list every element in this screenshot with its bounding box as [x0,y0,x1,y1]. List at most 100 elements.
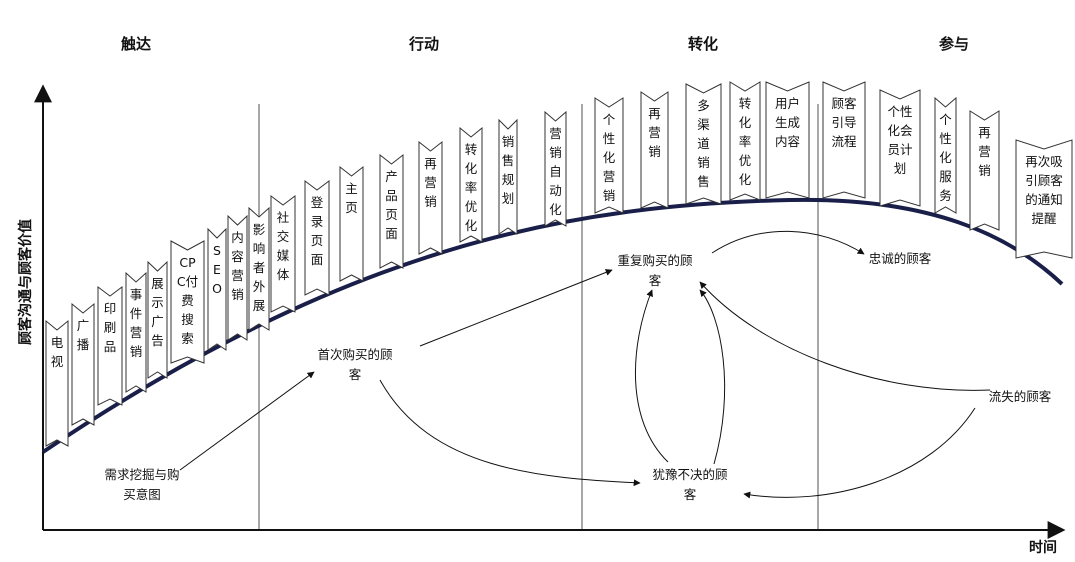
tactic-label: 个性化会员计划 [887,104,913,176]
flow-arrow-repeat-to-loyal [711,230,865,255]
tactic-label: 社交媒体 [277,210,290,282]
stage-label-reach: 触达 [121,35,151,53]
tactic-flag-shape [1015,139,1073,259]
tactic-flag-shape [498,118,518,235]
customer-state-first: 首次购买的顾客 [317,347,392,382]
tactic-flag-shape [125,271,147,393]
tactic-flag: 印刷品 [97,286,123,406]
tactic-flag-shape [729,81,761,201]
tactic-flag-shape [879,89,921,207]
tactic-label: 个性化服务 [939,112,952,203]
tactic-label: 展示广告 [151,276,164,348]
customer-state-hesitant: 犹豫不决的顾客 [652,467,727,502]
tactic-flag-shape [594,97,624,214]
tactic-flag: 广播 [71,302,95,426]
tactic-flag-shape [227,214,248,341]
tactic-label: 电视 [51,335,64,369]
tactic-flag-shape [147,260,168,379]
flow-arrow-hesitant-to-repeat-outer [699,289,726,465]
tactic-flag-shape [459,126,483,243]
customer-state-repeat: 重复购买的顾客 [617,253,692,288]
tactic-label: 顾客引导流程 [831,96,857,149]
tactic-label: 用户生成内容 [775,96,800,149]
tactic-flag-shape [822,81,866,199]
y-axis-label: 顾客沟通与顾客价值 [17,219,34,345]
tactic-flag: 产品页面 [379,153,404,269]
stage-label-engage: 参与 [939,35,969,53]
tactic-flag: 再营销 [969,110,1000,231]
tactic-flag-shape [339,165,364,282]
tactic-flag: 营销自动化 [544,110,567,227]
tactic-flag-shape [640,91,669,209]
tactic-label: 多渠道销售 [697,98,710,189]
tactic-label: 主页 [345,181,358,215]
customer-flow-arrows [179,230,991,499]
tactic-label: 事件营销 [130,287,143,359]
stage-label-convert: 转化 [688,35,718,53]
tactic-flag: 再营销 [640,91,669,209]
tactic-label: 再次吸引顾客的通知提醒 [1025,154,1063,226]
tactic-flag: 事件营销 [125,271,147,393]
stage-label-act: 行动 [408,35,439,53]
tactic-label: 再营销 [978,125,991,178]
tactic-flag: 个性化会员计划 [879,89,921,207]
tactic-flag-shape [418,140,443,255]
tactic-flag: 用户生成内容 [765,81,810,199]
customer-state-lost: 流失的顾客 [989,389,1052,404]
tactic-flag: 登录页面 [304,180,330,296]
flow-arrow-intent-to-first [179,371,315,471]
tactic-flag-shape [170,240,205,364]
tactic-flag-shape [207,227,227,351]
customer-state-loyal: 忠诚的顾客 [869,251,932,266]
tactic-flag: 转化率优化 [729,81,761,201]
tactic-flag: 个性化服务 [934,96,957,214]
tactic-flag-shape [969,110,1000,231]
tactic-label: 再营销 [648,106,661,159]
tactic-flag-shape [270,195,296,313]
tactic-flag: 内容营销 [227,214,248,341]
tactic-flag-shape [248,206,270,331]
tactic-flag-shape [544,110,567,227]
tactic-flag-shape [97,286,123,406]
tactic-flag: 社交媒体 [270,195,296,313]
flow-arrow-first-to-hesitant [379,379,641,487]
flow-arrow-first-to-repeat [419,269,613,347]
tactic-flag: 主页 [339,165,364,282]
tactic-label: 影响者外展 [253,222,266,313]
tactic-label: 内容营销 [231,230,244,302]
tactic-label: 再营销 [424,156,437,209]
tactic-flag: 销售规划 [498,118,518,235]
tactic-flag-shape [71,302,95,426]
tactic-label: CP C付费搜索 [177,255,198,346]
customer-state-intent: 需求挖掘与购买意图 [104,467,179,502]
tactic-flag: 电视 [45,319,69,447]
tactic-label: 产品页面 [385,169,398,241]
tactic-label: 登录页面 [311,195,324,267]
tactic-flag: 顾客引导流程 [822,81,866,199]
tactic-flag-shape [685,83,722,205]
tactic-flag-shape [765,81,810,199]
tactic-label: 转化率优化 [465,142,478,233]
tactic-flag: 转化率优化 [459,126,483,243]
tactic-flag: CP C付费搜索 [170,240,205,364]
tactic-flag-shape [45,319,69,447]
x-axis-label: 时间 [1029,539,1057,556]
tactic-flag: 多渠道销售 [685,83,722,205]
tactic-label: 销售规划 [502,134,515,206]
tactic-label: 个性化营销 [603,112,616,203]
flow-arrow-lost-to-hesitant [743,407,976,499]
tactic-flag-shape [934,96,957,214]
tactic-flag: 影响者外展 [248,206,270,331]
tactic-flag-shape [304,180,330,296]
tactic-flag: 展示广告 [147,260,168,379]
tactic-flag: 再营销 [418,140,443,255]
tactic-label: 营销自动化 [549,126,562,217]
tactic-label: 广播 [77,318,90,352]
tactic-flag: 个性化营销 [594,97,624,214]
tactic-flag: 再次吸引顾客的通知提醒 [1015,139,1073,259]
tactic-label: 印刷品 [104,301,117,354]
